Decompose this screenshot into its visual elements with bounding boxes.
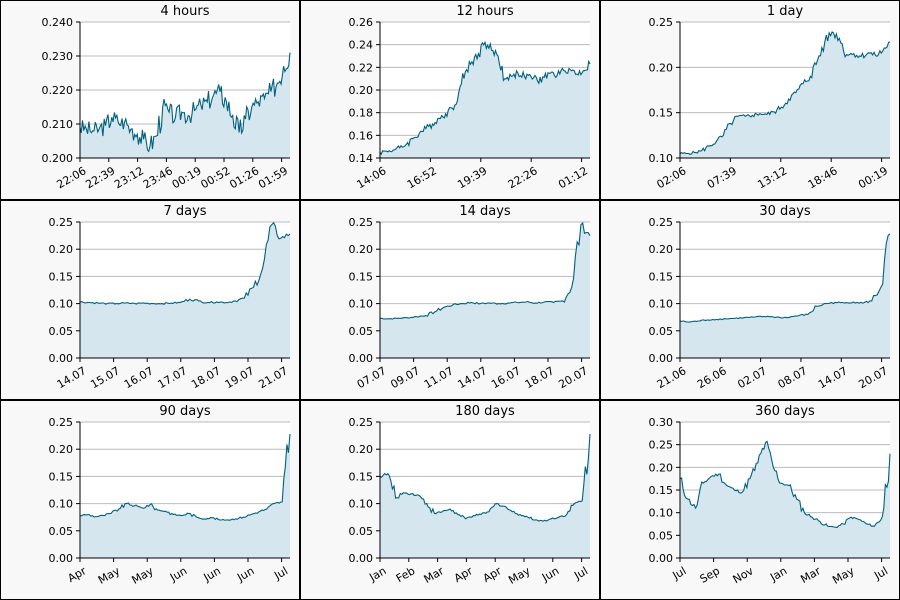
series-line	[679, 31, 891, 155]
y-tick-label: 0.25	[49, 416, 74, 429]
chart-title: 30 days	[759, 204, 811, 219]
y-tick-label: 0.20	[349, 84, 374, 97]
chart-panel-2: 12 hours0.140.160.180.200.220.240.2614:0…	[300, 0, 600, 200]
series-area	[680, 441, 890, 558]
series-line	[379, 433, 591, 522]
series-area	[380, 223, 590, 358]
series-area	[380, 42, 590, 158]
y-tick-label: 0.05	[49, 325, 74, 338]
series-area	[680, 32, 890, 158]
y-tick-label: 0.26	[349, 16, 374, 29]
chart-title: 14 days	[459, 204, 511, 219]
y-tick-label: 0.10	[649, 298, 674, 311]
y-tick-label: 0.30	[649, 416, 674, 429]
x-tick-label: Jul	[571, 564, 590, 582]
y-tick-label: 0.15	[349, 270, 374, 283]
y-tick-label: 0.05	[349, 525, 374, 538]
series-area	[680, 234, 890, 358]
y-tick-label: 0.15	[49, 470, 74, 483]
chart-title: 180 days	[455, 404, 515, 419]
y-tick-label: 0.25	[649, 439, 674, 452]
chart-title: 12 hours	[456, 4, 513, 19]
y-tick-label: 0.05	[349, 325, 374, 338]
y-tick-label: 0.25	[649, 16, 674, 29]
series-line	[679, 233, 891, 323]
series-line	[379, 40, 591, 156]
y-tick-label: 0.220	[42, 84, 74, 97]
y-tick-label: 0.20	[349, 243, 374, 256]
chart-title: 7 days	[163, 204, 206, 219]
y-tick-label: 0.25	[49, 216, 74, 229]
series-line	[79, 433, 291, 521]
series-area	[380, 434, 590, 558]
y-tick-label: 0.05	[649, 325, 674, 338]
y-tick-label: 0.24	[349, 39, 374, 52]
y-tick-label: 0.230	[42, 50, 74, 63]
y-tick-label: 0.15	[49, 270, 74, 283]
y-tick-label: 0.20	[649, 461, 674, 474]
y-tick-label: 0.10	[649, 152, 674, 165]
y-tick-label: 0.00	[349, 352, 374, 365]
y-tick-label: 0.10	[349, 498, 374, 511]
y-tick-label: 0.15	[649, 484, 674, 497]
chart-panel-1: 4 hours0.2000.2100.2200.2300.24022:0622:…	[0, 0, 300, 200]
y-tick-label: 0.00	[349, 552, 374, 565]
chart-title: 360 days	[755, 404, 815, 419]
y-tick-label: 0.20	[649, 243, 674, 256]
y-tick-label: 0.210	[42, 118, 74, 131]
y-tick-label: 0.15	[649, 270, 674, 283]
y-tick-label: 0.25	[649, 216, 674, 229]
y-tick-label: 0.16	[349, 129, 374, 142]
y-tick-label: 0.20	[349, 443, 374, 456]
series-line	[79, 52, 291, 153]
y-tick-label: 0.240	[42, 16, 74, 29]
y-tick-label: 0.00	[649, 552, 674, 565]
y-tick-label: 0.10	[349, 298, 374, 311]
y-tick-label: 0.20	[649, 61, 674, 74]
series-line	[380, 221, 591, 320]
y-tick-label: 0.18	[349, 107, 374, 120]
chart-title: 1 day	[767, 4, 804, 19]
y-tick-label: 0.15	[649, 107, 674, 120]
x-tick-label: Jul	[670, 564, 689, 582]
y-tick-label: 0.14	[349, 152, 374, 165]
y-tick-label: 0.15	[349, 470, 374, 483]
y-tick-label: 0.00	[649, 352, 674, 365]
y-tick-label: 0.00	[49, 552, 74, 565]
y-tick-label: 0.10	[49, 498, 74, 511]
y-tick-label: 0.200	[42, 152, 74, 165]
y-tick-label: 0.10	[649, 507, 674, 520]
series-area	[80, 434, 290, 558]
chart-title: 90 days	[159, 404, 211, 419]
y-tick-label: 0.05	[49, 525, 74, 538]
series-line	[679, 440, 891, 529]
y-tick-label: 0.10	[49, 298, 74, 311]
chart-title: 4 hours	[161, 4, 210, 19]
y-tick-label: 0.05	[649, 529, 674, 542]
series-line	[79, 221, 291, 305]
x-tick-label: Jul	[871, 564, 890, 582]
x-tick-label: Jul	[271, 564, 290, 582]
y-tick-label: 0.22	[349, 61, 374, 74]
y-tick-label: 0.25	[349, 216, 374, 229]
y-tick-label: 0.20	[49, 443, 74, 456]
y-tick-label: 0.00	[49, 352, 74, 365]
y-tick-label: 0.20	[49, 243, 74, 256]
y-tick-label: 0.25	[349, 416, 374, 429]
series-area	[80, 222, 290, 358]
